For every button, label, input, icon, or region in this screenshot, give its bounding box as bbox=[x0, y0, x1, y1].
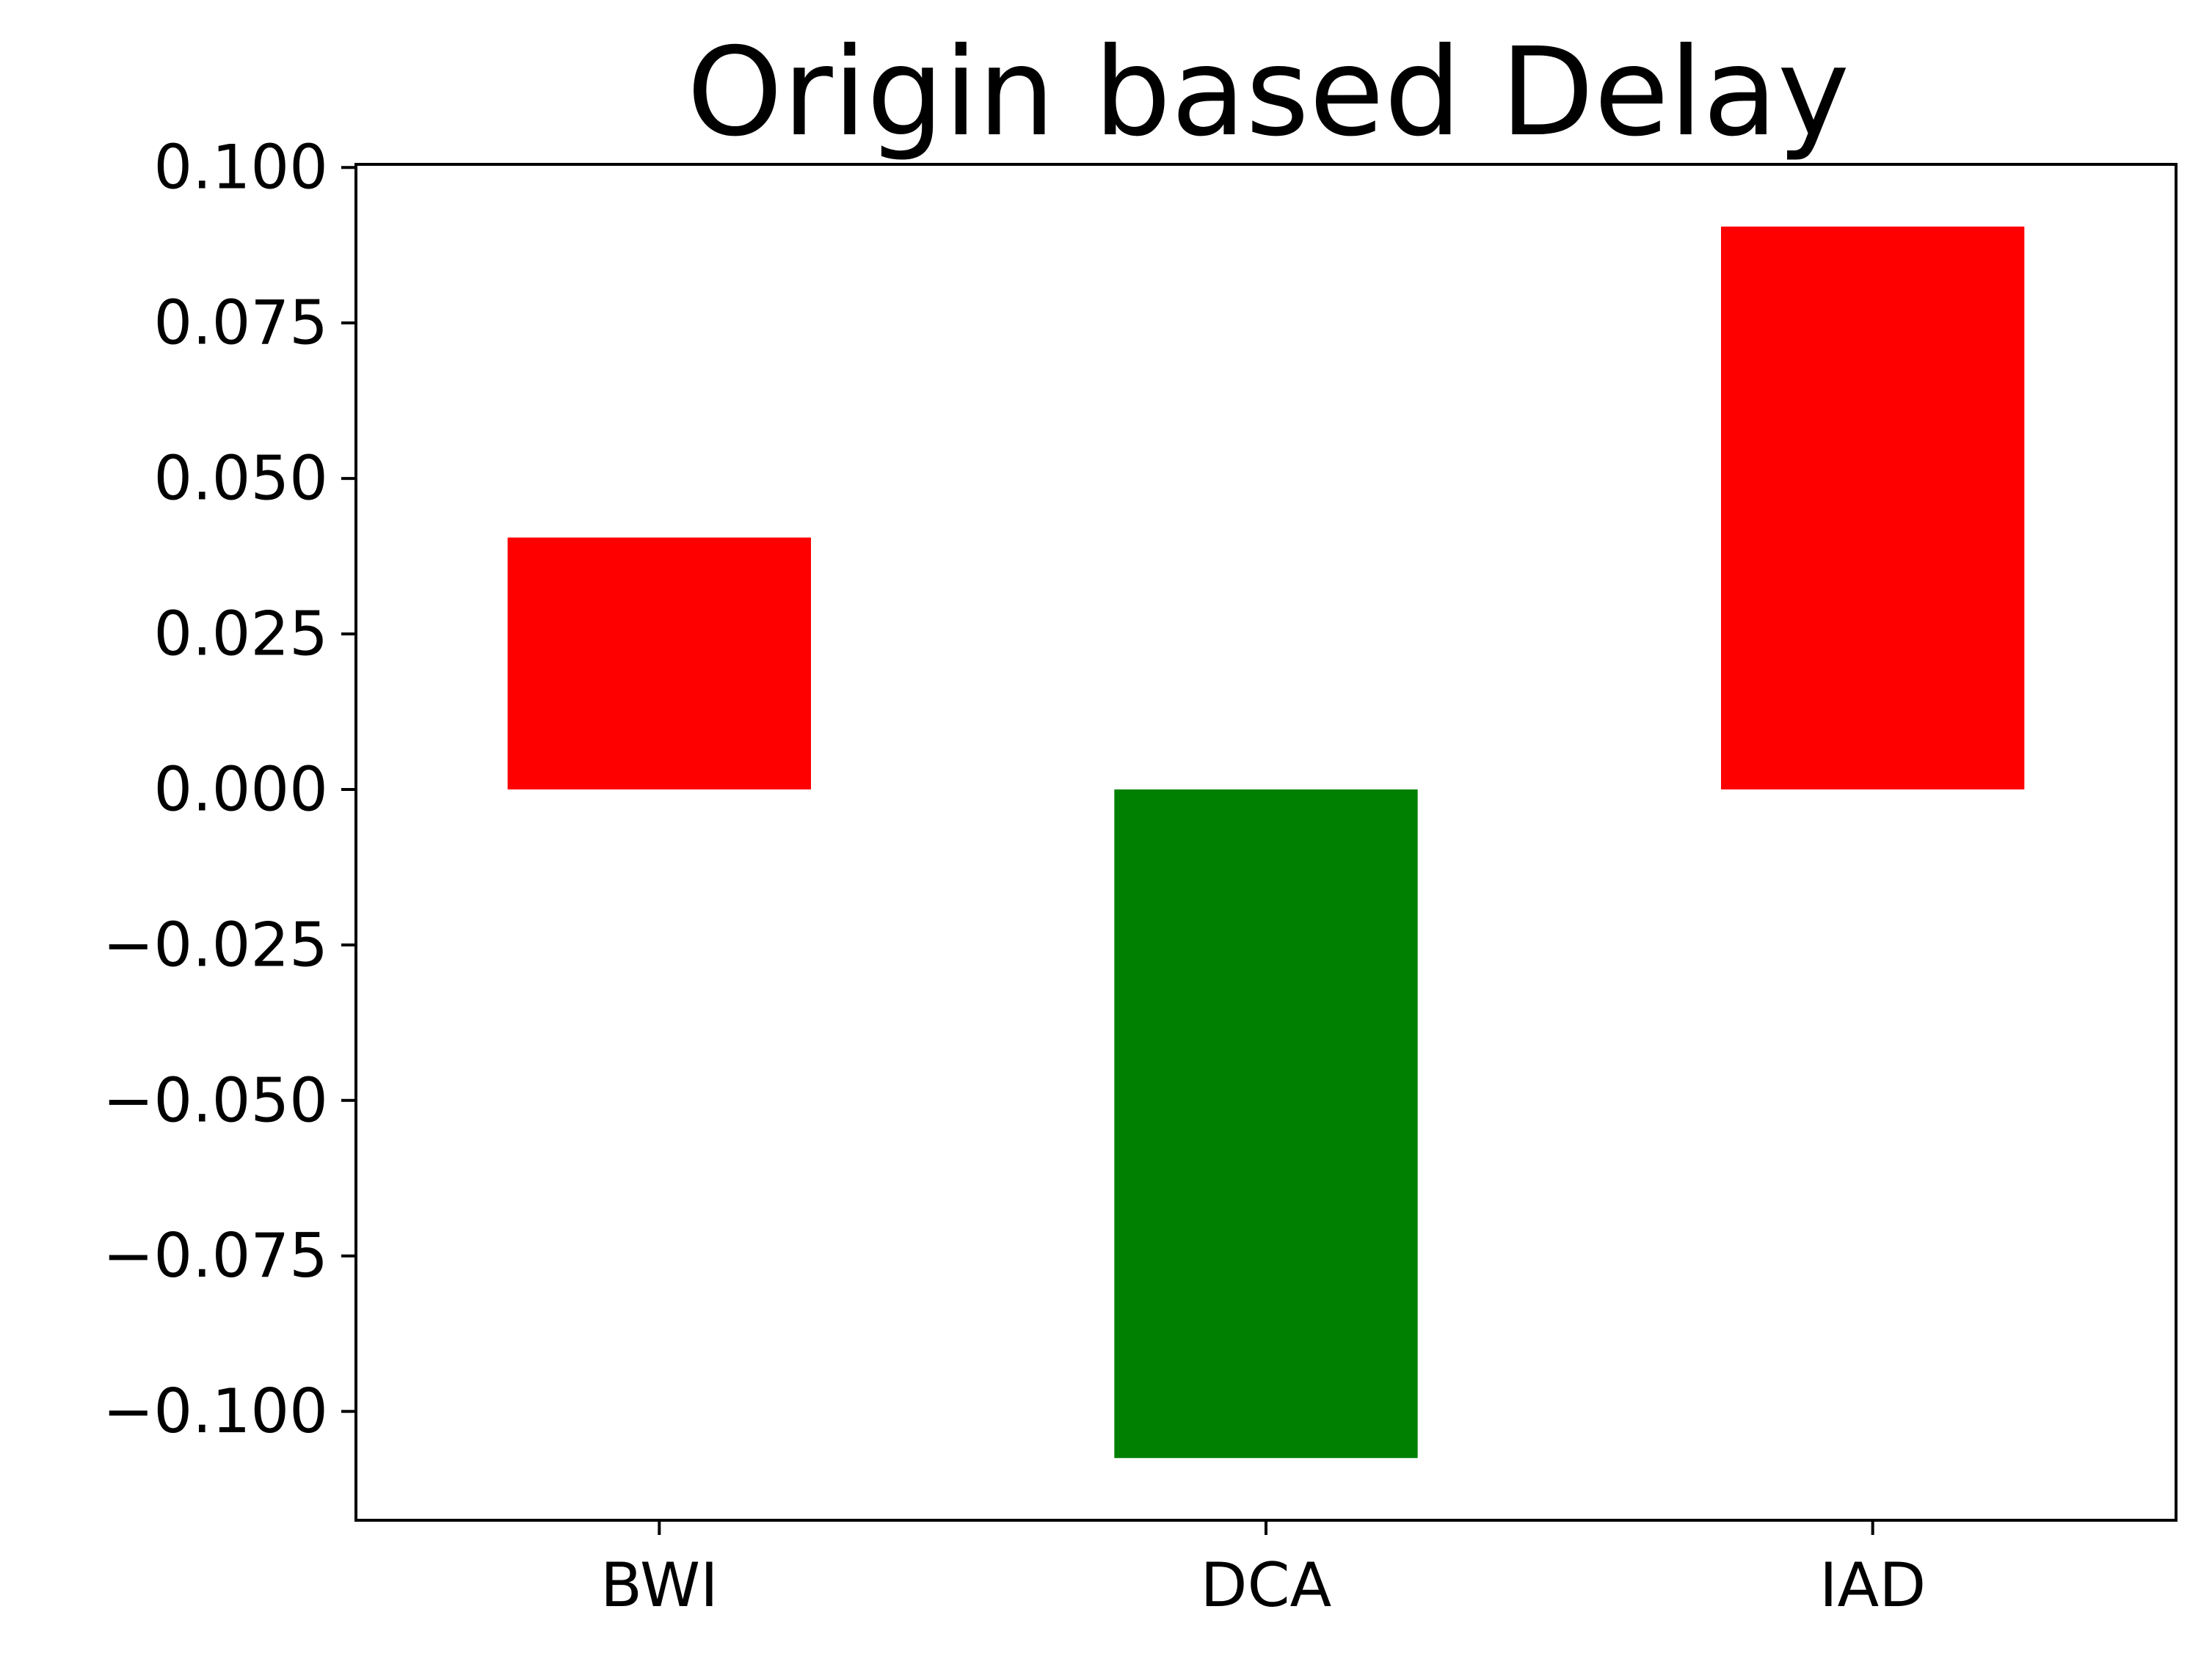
y-axis: 0.100 0.075 0.050 0.025 0.000 −0.025 −0.050 −0.… bbox=[103, 132, 356, 1447]
y-tick-label: 0.100 bbox=[153, 132, 328, 203]
x-axis: BWI DCA IAD bbox=[600, 1520, 1926, 1621]
bar-dca bbox=[1114, 789, 1418, 1459]
x-tick-label: BWI bbox=[600, 1550, 718, 1621]
x-tick-label: IAD bbox=[1819, 1550, 1926, 1621]
y-tick-label: 0.075 bbox=[153, 288, 328, 359]
y-tick-label: −0.025 bbox=[103, 909, 328, 980]
bar-bwi bbox=[507, 537, 811, 789]
y-tick-label: 0.025 bbox=[153, 599, 328, 670]
y-tick-label: 0.000 bbox=[153, 754, 328, 825]
bar-iad bbox=[1721, 226, 2025, 789]
y-tick-label: −0.075 bbox=[103, 1220, 328, 1291]
bars-layer bbox=[507, 226, 2025, 1459]
y-tick-label: −0.050 bbox=[103, 1065, 328, 1136]
y-tick-label: 0.050 bbox=[153, 443, 328, 514]
chart-title: Origin based Delay bbox=[687, 22, 1849, 164]
y-tick-label: −0.100 bbox=[103, 1376, 328, 1447]
x-tick-label: DCA bbox=[1201, 1550, 1332, 1621]
